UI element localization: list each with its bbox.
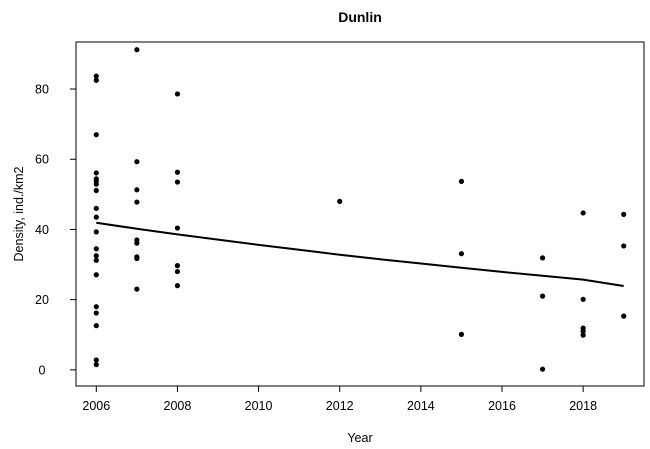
data-point (539, 366, 546, 372)
x-tick-label: 2006 (82, 399, 110, 413)
data-point (93, 310, 99, 316)
data-point (93, 272, 99, 278)
chart-title: Dunlin (338, 9, 382, 25)
data-point (539, 293, 546, 299)
data-point (134, 159, 140, 165)
x-tick-label: 2016 (488, 399, 516, 413)
data-point (174, 91, 181, 97)
data-point (621, 243, 627, 249)
data-point (174, 179, 181, 185)
trend-line (96, 221, 624, 287)
plot-frame (75, 41, 645, 387)
y-tick-label: 0 (39, 363, 46, 377)
data-point (621, 211, 627, 217)
scatter-points (93, 47, 627, 372)
data-point (458, 251, 465, 257)
data-point (134, 240, 140, 246)
data-point (458, 331, 465, 337)
data-point (134, 187, 140, 193)
data-point (134, 255, 140, 262)
data-point (337, 198, 343, 204)
data-point (93, 170, 99, 176)
data-point (93, 187, 99, 194)
data-point (93, 181, 99, 187)
data-point (621, 313, 627, 319)
data-point (174, 225, 181, 231)
data-point (174, 283, 181, 289)
data-point (93, 77, 99, 83)
data-point (93, 229, 99, 235)
data-point (580, 210, 586, 216)
y-axis-label: Density, ind./km2 (12, 166, 26, 261)
data-point (134, 199, 140, 205)
data-point (134, 286, 140, 292)
data-point (458, 178, 465, 184)
data-point (580, 328, 586, 334)
data-point (93, 323, 99, 329)
data-point (580, 332, 586, 338)
data-point (93, 132, 99, 138)
data-point (93, 361, 99, 368)
x-axis: 2006 2008 2010 2012 2014 2016 2018 (82, 386, 597, 413)
x-tick-label: 2008 (164, 399, 192, 413)
y-tick-label: 80 (35, 83, 49, 97)
data-point (174, 169, 181, 175)
data-point (93, 246, 99, 252)
data-point (93, 357, 99, 363)
y-axis: 0 20 40 60 80 (35, 83, 76, 377)
data-point (93, 205, 99, 211)
data-point (93, 214, 99, 220)
data-point (93, 257, 99, 263)
x-tick-label: 2018 (569, 399, 597, 413)
x-axis-label: Year (347, 431, 372, 445)
data-point (174, 263, 181, 269)
data-point (134, 47, 140, 53)
y-tick-label: 60 (35, 153, 49, 167)
y-tick-label: 20 (35, 293, 49, 307)
x-tick-label: 2014 (407, 399, 435, 413)
data-point (174, 268, 181, 275)
data-point (93, 253, 99, 259)
y-tick-label: 40 (35, 223, 49, 237)
x-tick-label: 2010 (245, 399, 273, 413)
data-point (93, 304, 99, 310)
data-point (580, 296, 586, 302)
data-point (539, 255, 546, 261)
trend-line-group (96, 221, 624, 287)
data-point (93, 73, 99, 79)
x-tick-label: 2012 (326, 399, 354, 413)
